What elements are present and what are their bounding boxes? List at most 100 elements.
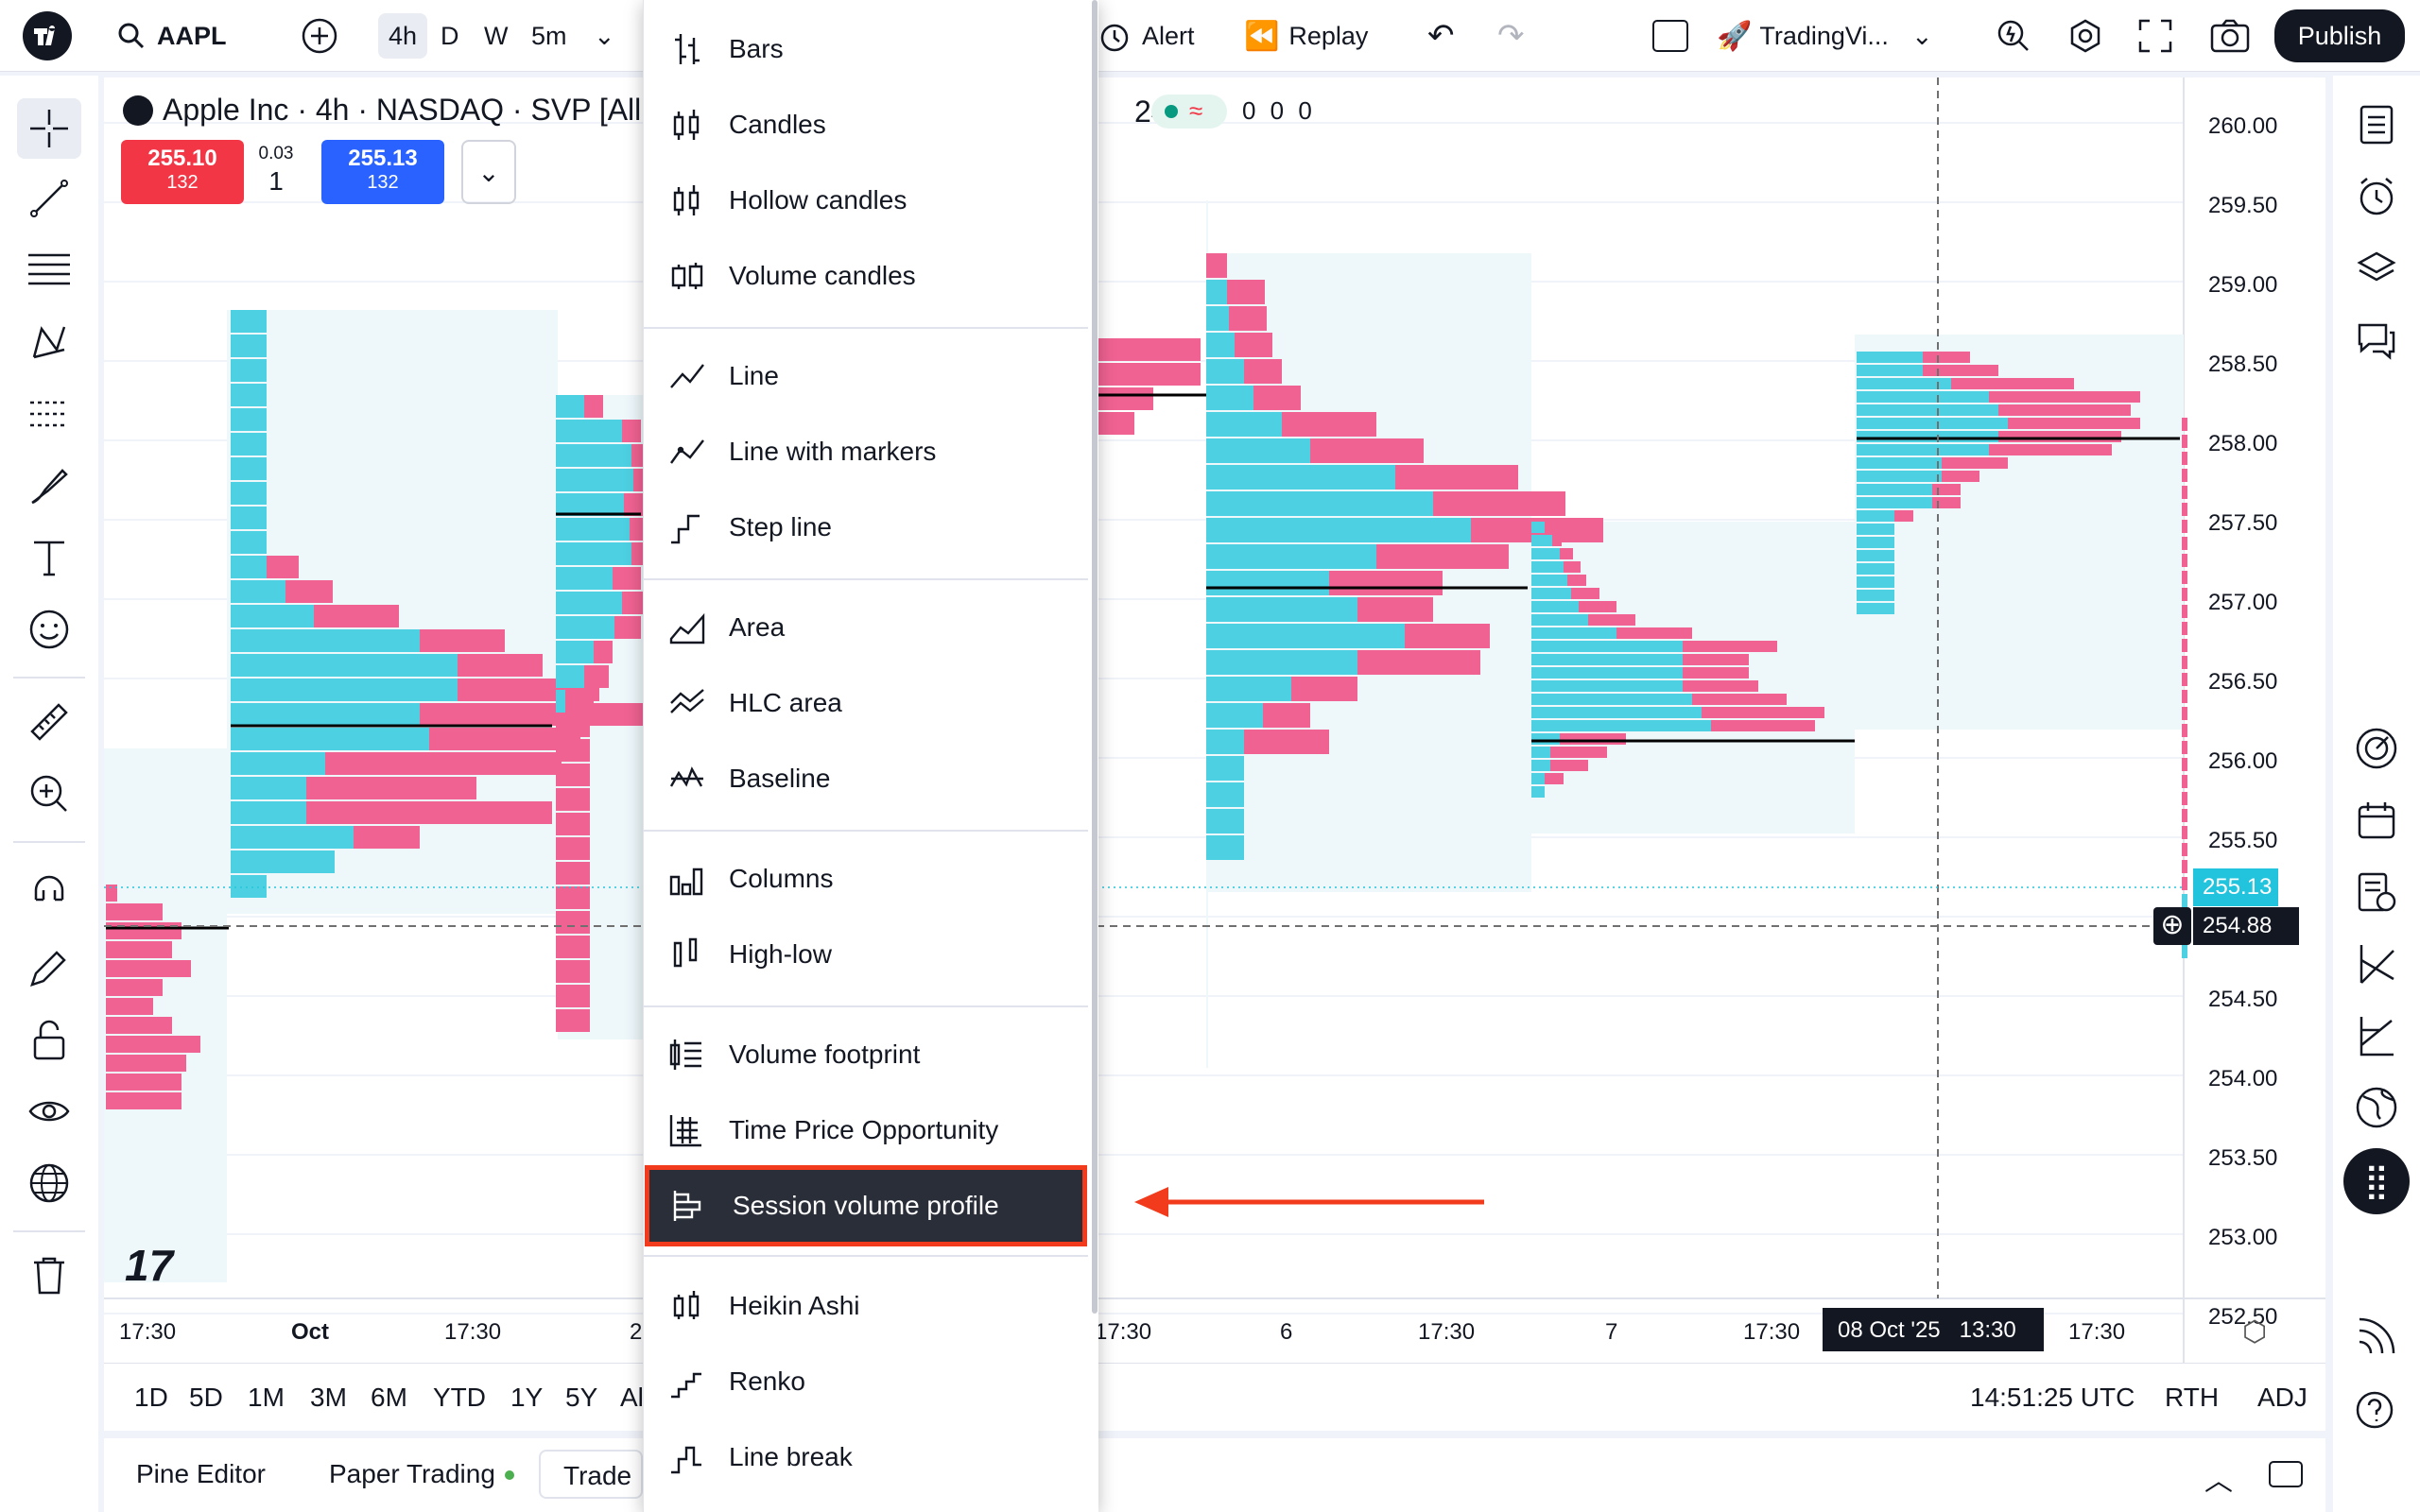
maximize-panel-icon[interactable] bbox=[2269, 1461, 2303, 1487]
trend-line-tool[interactable] bbox=[17, 168, 81, 229]
settings-button[interactable] bbox=[2066, 13, 2104, 59]
crosshair-tool[interactable] bbox=[17, 98, 81, 159]
pine-chart-button[interactable] bbox=[2333, 1005, 2420, 1066]
tab-paper-trading[interactable]: Paper Trading bbox=[329, 1459, 495, 1488]
magnet-tool[interactable] bbox=[17, 866, 81, 926]
menu-item-baseline[interactable]: Baseline bbox=[644, 741, 1088, 816]
menu-item-renko[interactable]: Renko bbox=[644, 1344, 1088, 1419]
menu-item-area[interactable]: Area bbox=[644, 590, 1088, 665]
range-1m[interactable]: 1M bbox=[248, 1383, 285, 1412]
range-5d[interactable]: 5D bbox=[189, 1383, 223, 1412]
menu-item-hollow-candles[interactable]: Hollow candles bbox=[644, 163, 1088, 238]
quantity-box[interactable]: 0.03 1 bbox=[253, 140, 299, 204]
quick-search-button[interactable] bbox=[1995, 13, 2032, 59]
forecast-tool[interactable] bbox=[17, 384, 81, 444]
snapshot-button[interactable] bbox=[2210, 13, 2250, 59]
calendar-button[interactable] bbox=[2333, 790, 2420, 850]
fib-tool[interactable] bbox=[17, 240, 81, 301]
range-1y[interactable]: 1Y bbox=[510, 1383, 544, 1412]
menu-item-volume-candles[interactable]: Volume candles bbox=[644, 238, 1088, 314]
pattern-tool[interactable] bbox=[17, 312, 81, 372]
trend-tool-button[interactable] bbox=[2333, 934, 2420, 994]
undo-button[interactable]: ↶ bbox=[1427, 13, 1455, 59]
rth-toggle[interactable]: RTH bbox=[2165, 1383, 2220, 1412]
apps-button[interactable]: ⣿ bbox=[2333, 1148, 2420, 1214]
chart-legend[interactable]: Apple Inc · 4h · NASDAQ · SVP [All, bbox=[123, 93, 649, 128]
add-alert-plus-icon[interactable]: ⊕ bbox=[2153, 907, 2191, 945]
legend-status-pill[interactable]: ≈ bbox=[1151, 94, 1227, 129]
chart-pane[interactable]: Apple Inc · 4h · NASDAQ · SVP [All, 24] … bbox=[104, 77, 2325, 1363]
range-3m[interactable]: 3M bbox=[310, 1383, 347, 1412]
brush-tool[interactable] bbox=[17, 455, 81, 516]
adj-toggle[interactable]: ADJ bbox=[2257, 1383, 2308, 1412]
tab-pine-editor[interactable]: Pine Editor bbox=[136, 1459, 266, 1488]
chat-button[interactable] bbox=[2333, 310, 2420, 370]
globe-tool[interactable] bbox=[17, 1153, 81, 1213]
menu-item-volume-footprint[interactable]: Volume footprint bbox=[644, 1017, 1088, 1092]
hide-drawings-tool[interactable] bbox=[17, 1081, 81, 1142]
menu-item-candles[interactable]: Candles bbox=[644, 87, 1088, 163]
menu-item-heikin-ashi[interactable]: Heikin Ashi bbox=[644, 1268, 1088, 1344]
range-5y[interactable]: 5Y bbox=[565, 1383, 598, 1412]
interval-dropdown[interactable]: ⌄ bbox=[594, 13, 615, 59]
zoom-tool[interactable] bbox=[17, 764, 81, 824]
interval-5m[interactable]: 5m bbox=[531, 21, 567, 50]
range-1d[interactable]: 1D bbox=[134, 1383, 168, 1412]
menu-item-step-line[interactable]: Step line bbox=[644, 490, 1088, 565]
watchlist-button[interactable] bbox=[2333, 94, 2420, 155]
volume-bar-down bbox=[1097, 412, 1134, 435]
text-tool[interactable] bbox=[17, 527, 81, 588]
emoji-tool[interactable] bbox=[17, 599, 81, 660]
publish-button[interactable]: Publish bbox=[2274, 9, 2405, 62]
interval-d[interactable]: D bbox=[441, 21, 459, 50]
order-expand-button[interactable]: ⌄ bbox=[461, 140, 516, 204]
menu-item-time-price-opportunity[interactable]: Time Price Opportunity bbox=[644, 1092, 1088, 1168]
sell-button[interactable]: 255.10 132 bbox=[121, 140, 244, 204]
alerts-button[interactable] bbox=[2333, 166, 2420, 227]
redo-button[interactable]: ↷ bbox=[1497, 13, 1525, 59]
measure-tool[interactable] bbox=[17, 692, 81, 752]
symbol-search[interactable]: AAPL bbox=[117, 13, 227, 59]
lock-drawing-tool[interactable] bbox=[17, 937, 81, 998]
screener-button[interactable] bbox=[2333, 862, 2420, 922]
utc-clock[interactable]: 14:51:25 UTC bbox=[1970, 1383, 2135, 1412]
delete-drawings-tool[interactable] bbox=[17, 1246, 81, 1306]
compare-button[interactable] bbox=[301, 13, 338, 59]
help-button[interactable] bbox=[2333, 1378, 2420, 1438]
axis-settings-icon[interactable]: ⬡ bbox=[2242, 1316, 2268, 1348]
volume-bar-down bbox=[622, 420, 641, 442]
alert-button[interactable]: Alert bbox=[1097, 13, 1195, 59]
buy-button[interactable]: 255.13 132 bbox=[321, 140, 444, 204]
menu-item-line[interactable]: Line bbox=[644, 338, 1088, 414]
range-al[interactable]: Al bbox=[620, 1383, 644, 1412]
signals-button[interactable] bbox=[2333, 1306, 2420, 1366]
volume-bar-down bbox=[1923, 365, 1998, 376]
menu-item-line-with-markers[interactable]: Line with markers bbox=[644, 414, 1088, 490]
range-6m[interactable]: 6M bbox=[371, 1383, 407, 1412]
replay-button[interactable]: ⏪ Replay bbox=[1244, 13, 1368, 59]
volume-bar-down bbox=[106, 1074, 182, 1091]
approx-icon: ≈ bbox=[1189, 96, 1203, 125]
menu-item-hlc-area[interactable]: HLC area bbox=[644, 665, 1088, 741]
hotlist-button[interactable] bbox=[2333, 718, 2420, 779]
tab-trade[interactable]: Trade bbox=[539, 1450, 643, 1499]
layout-select-button[interactable] bbox=[1652, 13, 1688, 59]
menu-item-bars[interactable]: Bars bbox=[644, 11, 1088, 87]
tradingview-logo[interactable] bbox=[23, 11, 72, 60]
menu-item-line-break[interactable]: Line break bbox=[644, 1419, 1088, 1495]
tv-watermark-logo: 17 bbox=[125, 1241, 174, 1290]
menu-item-columns[interactable]: Columns bbox=[644, 841, 1088, 917]
world-button[interactable] bbox=[2333, 1077, 2420, 1138]
menu-item-session-volume-profile[interactable]: Session volume profile bbox=[645, 1165, 1087, 1246]
menu-item-high-low[interactable]: High-low bbox=[644, 917, 1088, 992]
volume-bar-down bbox=[1560, 733, 1626, 745]
menu-scrollbar[interactable] bbox=[1092, 0, 1098, 1314]
object-tree-button[interactable] bbox=[2333, 238, 2420, 299]
range-ytd[interactable]: YTD bbox=[433, 1383, 486, 1412]
layout-name-button[interactable]: 🚀 TradingVi... ⌄ bbox=[1717, 13, 1933, 59]
interval-4h[interactable]: 4h bbox=[378, 13, 427, 59]
interval-w[interactable]: W bbox=[484, 21, 509, 50]
fullscreen-button[interactable] bbox=[2138, 13, 2172, 59]
lock-all-tool[interactable] bbox=[17, 1009, 81, 1070]
collapse-panel-icon[interactable]: ︿ bbox=[2204, 1466, 2233, 1497]
